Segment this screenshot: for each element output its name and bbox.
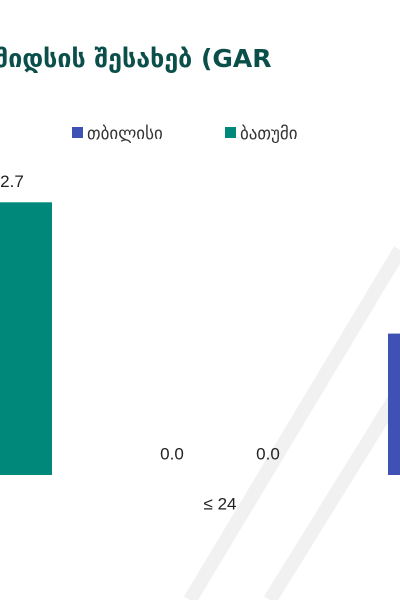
legend-label: თბილისი — [87, 124, 163, 144]
bar — [388, 333, 400, 475]
value-label: 2.7 — [0, 172, 24, 191]
value-label: 0.0 — [160, 444, 184, 463]
value-label: 0.0 — [256, 444, 280, 463]
legend-swatch — [225, 127, 236, 138]
bar — [0, 202, 52, 476]
chart-title: მიდსის შესახებ (GAR — [0, 44, 272, 73]
legend-swatch — [72, 127, 83, 138]
legend-label: ბათუმი — [240, 124, 298, 144]
watermark — [183, 246, 400, 600]
x-tick-label: ≤ 24 — [204, 494, 237, 513]
